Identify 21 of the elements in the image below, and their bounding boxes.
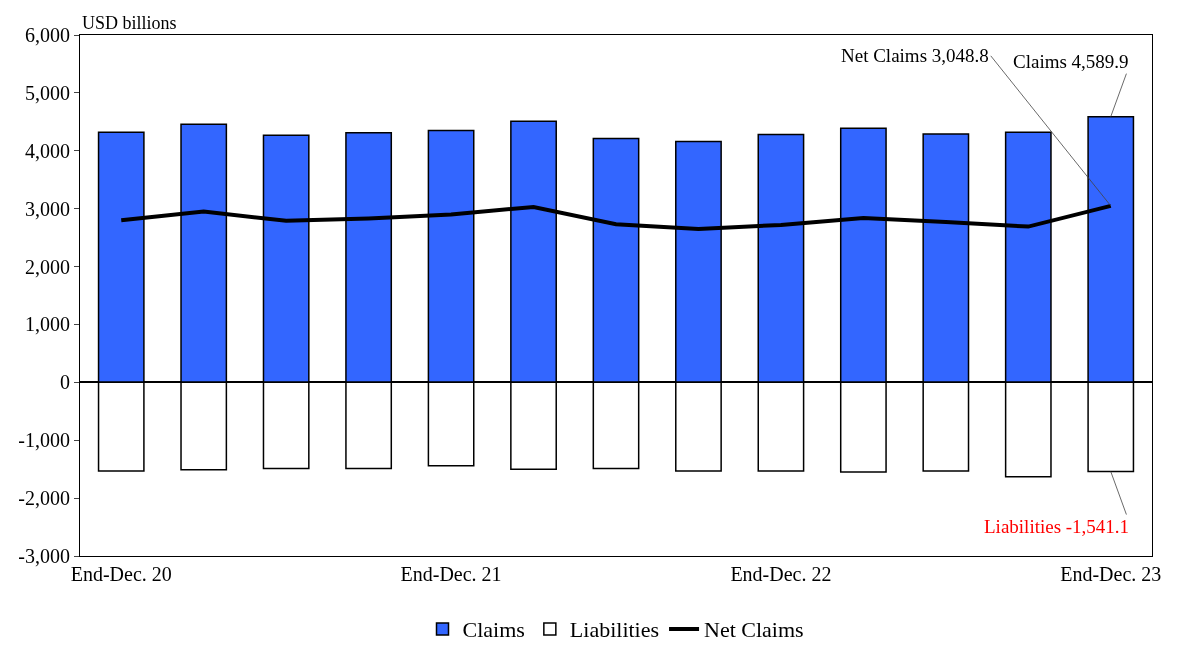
legend-label: Claims xyxy=(462,617,525,643)
y-tick-label: -1,000 xyxy=(18,429,70,452)
annotation: Net Claims 3,048.8 xyxy=(841,45,989,66)
annotation: Liabilities -1,541.1 xyxy=(984,516,1130,537)
y-axis-title: USD billions xyxy=(82,13,177,33)
y-tick-label: 0 xyxy=(60,371,70,394)
y-tick-label: 2,000 xyxy=(25,255,70,278)
y-tick-label: -3,000 xyxy=(18,545,70,567)
y-tick-label: 6,000 xyxy=(25,24,70,46)
x-tick-label: End-Dec. 20 xyxy=(70,563,172,585)
x-tick-label: End-Dec. 23 xyxy=(1060,563,1162,585)
y-tick-label: 1,000 xyxy=(25,313,70,336)
annotation: Claims 4,589.9 xyxy=(1013,51,1129,72)
y-tick-label: 4,000 xyxy=(25,139,70,162)
y-tick-label: 5,000 xyxy=(25,81,70,104)
y-tick-label: 3,000 xyxy=(25,197,70,220)
legend-label: Liabilities xyxy=(569,617,660,643)
x-tick-label: End-Dec. 21 xyxy=(400,563,502,585)
y-tick-label: -2,000 xyxy=(18,487,70,510)
legend-label: Net Claims xyxy=(704,617,804,643)
x-tick-label: End-Dec. 22 xyxy=(730,563,832,585)
